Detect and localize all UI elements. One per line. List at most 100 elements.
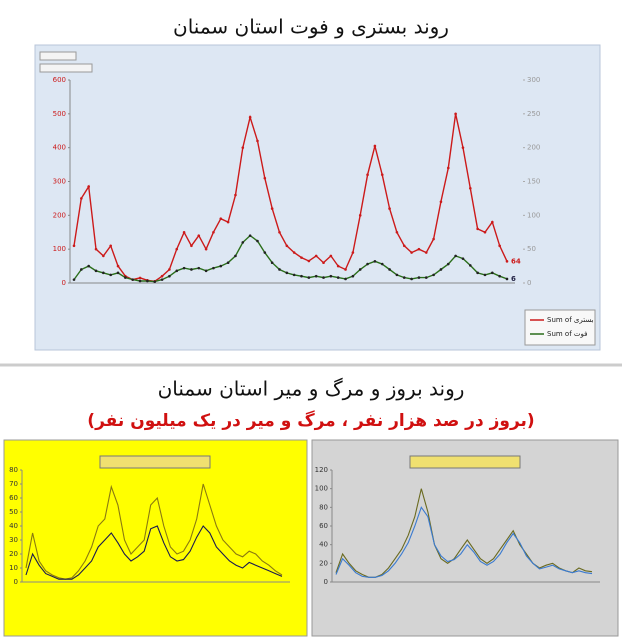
point <box>292 273 296 277</box>
point <box>256 239 259 243</box>
point <box>446 166 450 170</box>
point <box>454 112 457 116</box>
point <box>285 244 289 248</box>
point <box>461 257 465 260</box>
point <box>212 230 215 234</box>
y-tick-label: 500 <box>53 110 66 118</box>
point <box>182 230 186 234</box>
point <box>248 115 252 119</box>
point <box>116 271 120 275</box>
point <box>212 266 215 270</box>
data-label: 6 <box>511 275 516 283</box>
y-tick-label: 50 <box>9 508 18 516</box>
point <box>491 220 494 224</box>
point <box>505 260 509 263</box>
point <box>336 276 340 279</box>
point <box>270 207 274 210</box>
point <box>197 266 201 270</box>
y-tick-label: 200 <box>53 211 66 219</box>
point <box>351 274 355 278</box>
point <box>190 244 193 248</box>
y-tick-label: 60 <box>319 522 328 530</box>
point <box>498 274 501 278</box>
point <box>410 251 413 254</box>
point <box>204 247 208 251</box>
point <box>300 274 303 278</box>
legend-label: Sum of فوت <box>547 330 587 338</box>
toolbar <box>39 63 93 73</box>
y-tick-label: 0 <box>324 578 328 586</box>
note: (بروز در صد هزار نفر ، مرگ و میر در یک م… <box>87 411 534 431</box>
point <box>256 139 259 143</box>
point <box>322 261 325 265</box>
point <box>395 230 399 234</box>
point <box>160 274 164 278</box>
point <box>94 247 98 251</box>
point <box>160 278 164 281</box>
point <box>80 197 83 200</box>
point <box>94 269 98 273</box>
point <box>248 234 252 237</box>
point <box>491 271 494 275</box>
point <box>344 277 347 281</box>
point <box>476 227 479 231</box>
point <box>138 276 142 280</box>
line-series <box>25 525 283 580</box>
point <box>219 264 223 268</box>
point <box>329 254 333 258</box>
point <box>329 274 333 278</box>
data-label: 64 <box>511 257 521 265</box>
y-tick-label: 300 <box>53 178 66 186</box>
point <box>366 262 369 266</box>
y-tick-label: 20 <box>319 559 328 567</box>
point <box>366 173 369 177</box>
y-tick-label: 400 <box>53 144 66 152</box>
point <box>131 278 135 281</box>
y-tick-label: 600 <box>53 76 66 84</box>
point <box>146 279 149 283</box>
point <box>395 273 399 277</box>
point <box>241 146 245 149</box>
point <box>124 276 127 279</box>
point <box>270 261 274 265</box>
point <box>102 271 105 275</box>
y-tick-label: 100 <box>315 485 328 493</box>
y2-tick-label: 200 <box>527 144 540 152</box>
line-series <box>335 506 593 578</box>
point <box>417 276 421 279</box>
y-tick-label: 80 <box>9 466 18 474</box>
point <box>424 276 428 279</box>
point <box>432 237 435 241</box>
point <box>300 256 303 259</box>
point <box>358 268 362 271</box>
point <box>241 241 245 244</box>
point <box>109 273 112 277</box>
point <box>388 268 391 271</box>
point <box>234 254 237 258</box>
y-tick-label: 40 <box>319 541 328 549</box>
point <box>483 273 487 277</box>
y-tick-label: 80 <box>319 503 328 511</box>
point <box>424 251 428 254</box>
point <box>402 244 406 248</box>
point <box>498 244 501 248</box>
point <box>175 269 179 273</box>
point <box>168 274 171 278</box>
point <box>410 277 413 281</box>
legend-label: Sum of بستری <box>547 316 594 324</box>
y-tick-label: 30 <box>9 536 18 544</box>
point <box>469 186 472 190</box>
point <box>138 279 142 283</box>
point <box>72 244 76 248</box>
point <box>373 144 377 148</box>
y2-tick-label: 150 <box>527 178 540 186</box>
y2-tick-label: 50 <box>527 245 536 253</box>
point <box>388 207 391 210</box>
point <box>87 185 90 188</box>
legend-box <box>524 309 596 346</box>
point <box>109 244 112 248</box>
point <box>175 247 179 251</box>
y-tick-label: 120 <box>315 466 328 474</box>
point <box>116 264 120 268</box>
